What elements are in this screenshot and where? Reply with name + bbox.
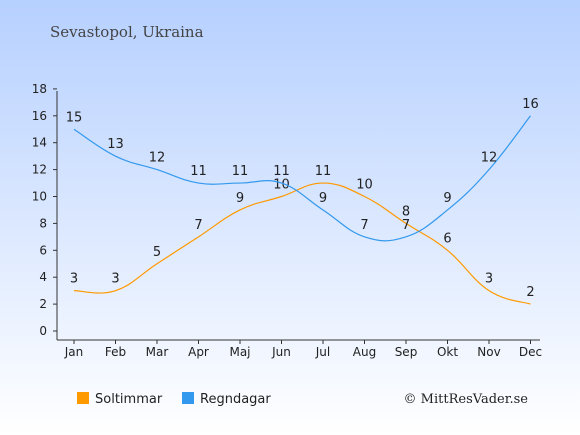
y-tick-label: 10 <box>32 190 47 204</box>
data-label-soltimmar: 10 <box>273 178 290 193</box>
x-tick-label: Jun <box>271 345 291 359</box>
legend-label-regndagar: Regndagar <box>200 392 271 407</box>
data-label-regndagar: 13 <box>107 137 124 152</box>
x-tick-label: Aug <box>353 345 376 359</box>
data-label-regndagar: 16 <box>522 97 539 112</box>
data-label-regndagar: 12 <box>149 151 166 166</box>
y-tick-label: 16 <box>32 109 47 123</box>
legend-label-soltimmar: Soltimmar <box>95 392 163 407</box>
data-label-regndagar: 7 <box>360 218 368 233</box>
x-tick-label: Sep <box>395 345 418 359</box>
legend: Soltimmar Regndagar <box>77 392 271 407</box>
data-labels-regndagar: 15 13 12 11 11 11 9 7 7 9 12 16 <box>66 97 539 233</box>
y-tick-label: 18 <box>32 82 47 96</box>
chart-subtitle: Sevastopol, Ukraina <box>50 23 204 41</box>
y-tick-label: 2 <box>39 297 47 311</box>
y-axis-ticks: 0 2 4 6 8 10 12 14 16 18 <box>32 82 57 338</box>
y-tick-label: 12 <box>32 163 47 177</box>
data-label-regndagar: 11 <box>273 164 290 179</box>
data-label-regndagar: 11 <box>190 164 207 179</box>
y-tick-label: 0 <box>39 324 47 338</box>
data-label-regndagar: 7 <box>402 218 410 233</box>
x-tick-label: Mar <box>146 345 169 359</box>
data-label-soltimmar: 9 <box>236 191 244 206</box>
data-label-regndagar: 12 <box>481 151 498 166</box>
data-label-regndagar: 9 <box>443 191 451 206</box>
series-line-soltimmar <box>73 182 531 305</box>
data-label-soltimmar: 10 <box>356 178 373 193</box>
x-tick-label: Dec <box>519 345 542 359</box>
data-label-soltimmar: 5 <box>153 245 161 260</box>
data-label-soltimmar: 3 <box>485 272 493 287</box>
x-tick-label: Jan <box>64 345 84 359</box>
y-tick-label: 14 <box>32 136 47 150</box>
legend-swatch-regndagar <box>182 392 194 404</box>
data-label-soltimmar: 11 <box>315 164 332 179</box>
x-tick-label: Nov <box>477 345 500 359</box>
x-axis-ticks: Jan Feb Mar Apr Maj Jun Jul Aug Sep Okt Nov Dec <box>64 340 542 359</box>
data-label-regndagar: 11 <box>232 164 249 179</box>
y-tick-label: 8 <box>39 216 47 230</box>
x-tick-label: Maj <box>229 345 250 359</box>
y-tick-label: 6 <box>39 243 47 257</box>
data-label-regndagar: 15 <box>66 110 83 125</box>
chart-credit: © MittResVader.se <box>404 392 529 407</box>
x-tick-label: Okt <box>437 345 458 359</box>
x-tick-label: Apr <box>188 345 209 359</box>
legend-swatch-soltimmar <box>77 392 89 404</box>
data-label-soltimmar: 6 <box>443 231 451 246</box>
series-line-regndagar <box>73 115 531 242</box>
data-label-soltimmar: 8 <box>402 204 410 219</box>
data-label-soltimmar: 3 <box>111 272 119 287</box>
data-label-soltimmar: 7 <box>194 218 202 233</box>
x-tick-label: Jul <box>315 345 330 359</box>
y-tick-label: 4 <box>39 270 47 284</box>
data-label-soltimmar: 3 <box>70 272 78 287</box>
data-label-soltimmar: 2 <box>526 285 534 300</box>
x-tick-label: Feb <box>105 345 126 359</box>
data-label-regndagar: 9 <box>319 191 327 206</box>
